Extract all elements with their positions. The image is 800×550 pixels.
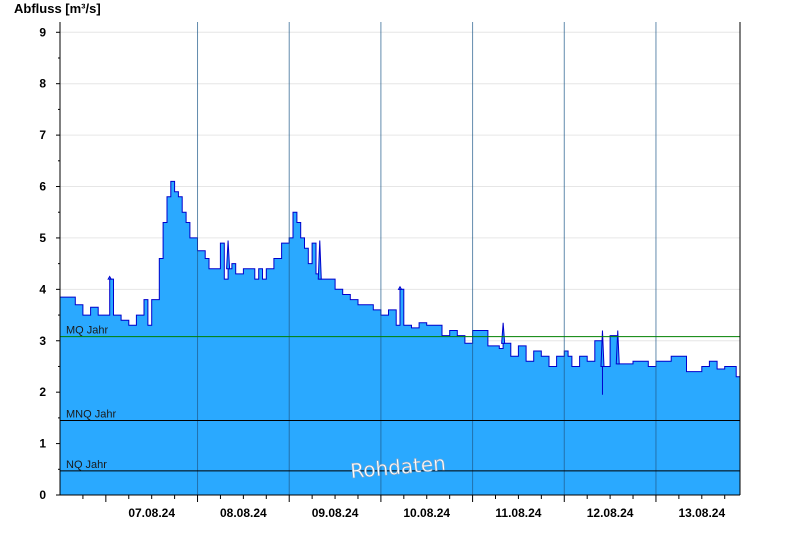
discharge-spike: [600, 330, 605, 367]
y-tick-label: 1: [39, 437, 46, 451]
reference-line-label: MNQ Jahr: [66, 408, 116, 420]
x-tick-label: 13.08.24: [678, 506, 725, 520]
discharge-series: [60, 180, 741, 495]
x-tick-label: 09.08.24: [312, 506, 359, 520]
reference-line-label: NQ Jahr: [66, 459, 107, 471]
y-tick-label: 9: [39, 25, 46, 39]
discharge-spike: [501, 322, 506, 344]
x-tick-label: 11.08.24: [495, 506, 541, 520]
discharge-spike: [317, 240, 322, 280]
discharge-spike: [226, 240, 231, 270]
discharge-spike: [615, 330, 620, 365]
y-tick-label: 7: [39, 128, 46, 142]
y-tick-label: 0: [39, 488, 46, 502]
x-tick-label: 12.08.24: [587, 506, 634, 520]
discharge-spike: [107, 275, 113, 280]
y-tick-label: 3: [39, 334, 46, 348]
discharge-area: [60, 181, 740, 495]
x-tick-label: 07.08.24: [128, 506, 175, 520]
y-tick-label: 6: [39, 180, 46, 194]
x-tick-label: 10.08.24: [403, 506, 450, 520]
axes: 0 1 2 3 4 5 6 7 8 9 07.08.24 08.08.24 09.08.24 10.08.…: [39, 22, 741, 520]
discharge-line: [60, 180, 741, 378]
y-tick-label: 2: [39, 385, 46, 399]
x-tick-label: 08.08.24: [220, 506, 267, 520]
reference-lines: MQ Jahr MNQ Jahr NQ Jahr: [60, 325, 740, 472]
y-tick-label: 5: [39, 231, 46, 245]
reference-line-label: MQ Jahr: [66, 325, 109, 337]
discharge-spike: [397, 285, 403, 290]
y-tick-label: 8: [39, 77, 46, 91]
y-tick-label: 4: [39, 282, 46, 296]
y-axis-label: Abfluss [m³/s]: [14, 1, 101, 16]
